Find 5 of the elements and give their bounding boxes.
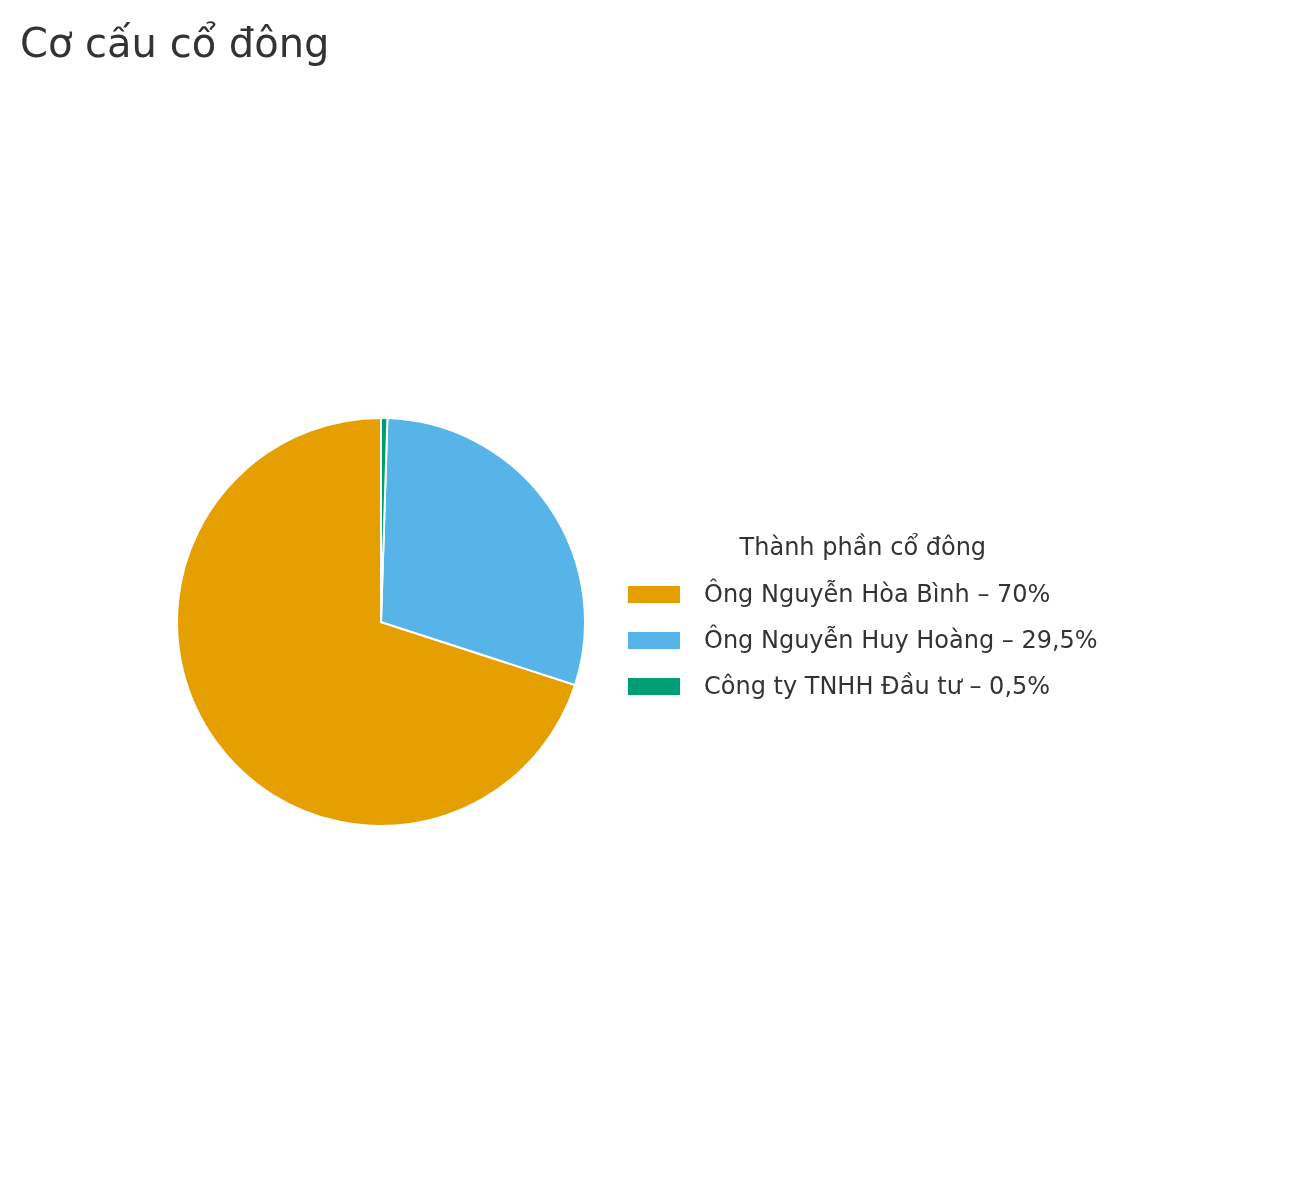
legend-label: Ông Nguyễn Hòa Bình – 70% <box>704 580 1051 608</box>
legend-title: Thành phần cổ đông <box>738 533 988 561</box>
legend-label: Ông Nguyễn Huy Hoàng – 29,5% <box>704 626 1098 654</box>
legend-label: Công ty TNHH Đầu tư – 0,5% <box>704 672 1051 700</box>
chart-title: Cơ cấu cổ đông <box>20 20 330 66</box>
